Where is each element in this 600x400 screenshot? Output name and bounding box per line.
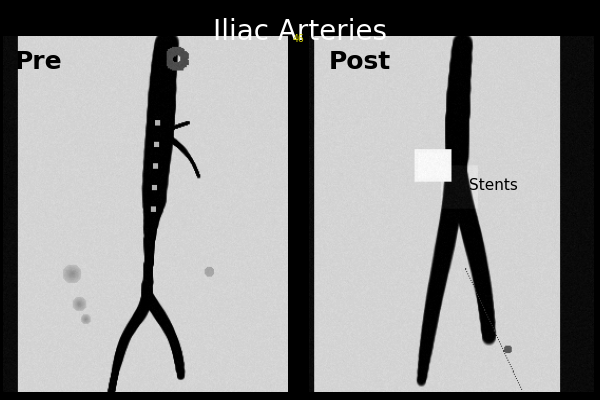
Text: Stents: Stents <box>469 178 517 193</box>
Text: Iliac Arteries: Iliac Arteries <box>213 18 387 46</box>
Text: 46: 46 <box>292 34 304 44</box>
Text: Pre: Pre <box>14 50 62 74</box>
Text: Post: Post <box>329 50 391 74</box>
